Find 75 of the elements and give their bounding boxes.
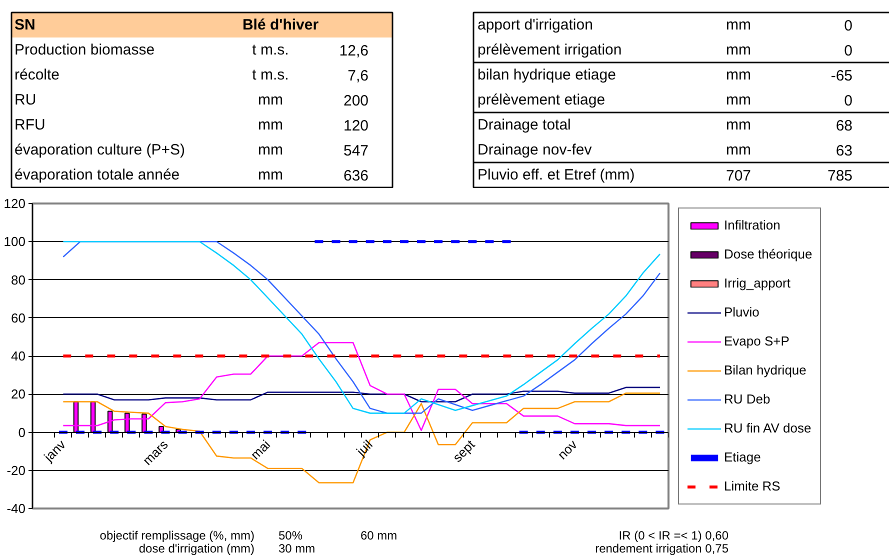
text: 60 mm bbox=[360, 528, 398, 542]
text: Pluvio eff. et Etref (mm) bbox=[478, 166, 635, 184]
text: 7,6 bbox=[348, 68, 369, 84]
line-series bbox=[62, 342, 661, 431]
legend-label: Infiltration bbox=[724, 216, 780, 234]
text: 30 mm bbox=[278, 542, 316, 556]
text: mm bbox=[258, 166, 284, 184]
text: 0 bbox=[844, 18, 852, 34]
text: Production biomasse bbox=[14, 42, 155, 58]
text: 785 bbox=[827, 168, 853, 184]
legend-label: Evapo S+P bbox=[724, 332, 790, 350]
text: prélèvement etiage bbox=[478, 92, 606, 108]
y-tick-label: 80 bbox=[11, 272, 26, 288]
text: Drainage total bbox=[478, 116, 571, 134]
text: récolte bbox=[14, 66, 60, 84]
text: 200 bbox=[343, 92, 369, 110]
x-tick-label: juil bbox=[352, 436, 376, 460]
text: mm bbox=[726, 116, 752, 134]
y-tick-label: 100 bbox=[4, 234, 26, 250]
x-tick-label: mai bbox=[248, 436, 274, 462]
legend-label: Pluvio bbox=[724, 304, 760, 321]
text: 0 bbox=[844, 42, 852, 60]
text: bilan hydrique etiage bbox=[478, 66, 616, 84]
text: dose d'irrigation (mm) bbox=[138, 542, 255, 556]
text: -65 bbox=[830, 68, 853, 84]
text: 547 bbox=[343, 142, 369, 160]
text: RU bbox=[14, 92, 36, 108]
text: objectif remplissage (%, mm) bbox=[100, 528, 255, 542]
text: 636 bbox=[343, 168, 369, 184]
text: IR (0 < IR =< 1) 0,60 bbox=[618, 528, 729, 542]
y-tick-label: 0 bbox=[18, 424, 26, 440]
x-tick-label: sept bbox=[450, 436, 478, 465]
y-tick-label: -20 bbox=[6, 462, 26, 478]
text: mm bbox=[258, 142, 284, 158]
text: Blé d'hiver bbox=[242, 16, 319, 34]
legend-label: Dose théorique bbox=[724, 246, 812, 263]
text: mm bbox=[726, 142, 752, 158]
legend-label: Etiage bbox=[724, 448, 761, 466]
text: 50% bbox=[278, 528, 303, 542]
text: 12,6 bbox=[339, 42, 369, 60]
text: t m.s. bbox=[252, 66, 289, 84]
text: RFU bbox=[14, 116, 46, 134]
text: mm bbox=[726, 66, 752, 84]
text: mm bbox=[726, 42, 752, 58]
legend-label: Limite RS bbox=[724, 478, 780, 495]
text: t m.s. bbox=[252, 42, 289, 58]
text: prélèvement irrigation bbox=[478, 42, 622, 58]
y-tick-label: 120 bbox=[4, 196, 26, 211]
text: mm bbox=[258, 116, 284, 134]
text: 0 bbox=[844, 92, 852, 110]
text: évaporation totale année bbox=[14, 166, 180, 184]
text: Drainage nov-fev bbox=[478, 142, 592, 158]
y-tick-label: -40 bbox=[6, 501, 26, 516]
text: 120 bbox=[343, 118, 369, 134]
y-tick-label: 20 bbox=[11, 386, 26, 402]
text: mm bbox=[258, 92, 284, 108]
text: SN bbox=[14, 16, 36, 34]
text: 63 bbox=[836, 142, 853, 160]
y-tick-label: 60 bbox=[11, 310, 26, 326]
legend-label: Irrig_apport bbox=[724, 274, 790, 292]
text: 707 bbox=[726, 168, 752, 184]
legend-label: RU fin AV dose bbox=[724, 420, 812, 437]
legend-label: Bilan hydrique bbox=[724, 362, 806, 379]
text: mm bbox=[726, 92, 752, 108]
x-tick-label: nov bbox=[554, 436, 580, 462]
text: évaporation culture (P+S) bbox=[14, 142, 186, 158]
line-series bbox=[62, 392, 661, 484]
text: rendement irrigation 0,75 bbox=[595, 542, 729, 556]
line-series bbox=[62, 386, 661, 402]
line-series bbox=[62, 240, 661, 414]
y-tick-label: 40 bbox=[11, 348, 26, 364]
text: apport d'irrigation bbox=[478, 16, 593, 34]
text: 68 bbox=[836, 118, 853, 134]
legend-label: RU Deb bbox=[724, 390, 770, 408]
text: mm bbox=[726, 16, 752, 34]
